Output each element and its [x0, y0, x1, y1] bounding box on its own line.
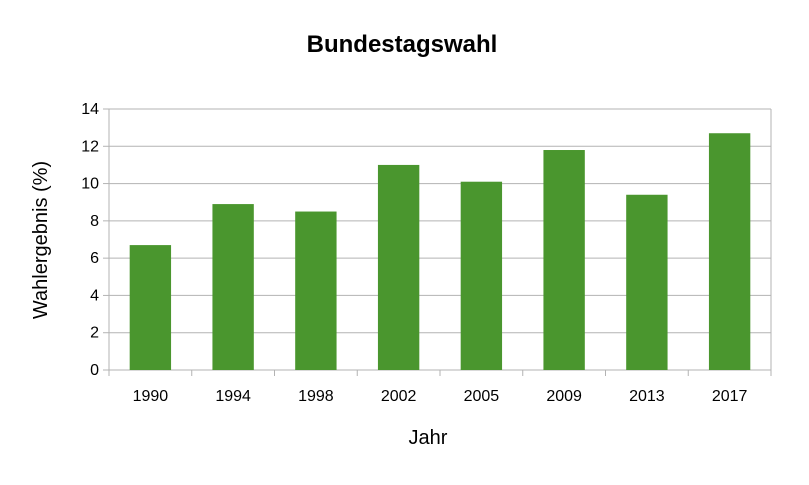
- y-tick-label: 10: [81, 176, 99, 193]
- axes: [103, 108, 772, 376]
- bar-2013: [626, 194, 668, 370]
- bar-1998: [295, 211, 337, 370]
- y-axis-label: Wahlergebnis (%): [30, 161, 52, 319]
- x-tick-label: 1990: [133, 388, 169, 405]
- bar-2009: [543, 150, 585, 370]
- x-tick-label: 1994: [215, 388, 251, 405]
- x-tick-label: 2009: [546, 388, 582, 405]
- x-axis-label: Jahr: [409, 427, 448, 449]
- y-tick-labels: 0 2 4 6 8 10 12 14: [81, 101, 99, 379]
- x-tick-label: 2002: [381, 388, 417, 405]
- x-tick-label: 2005: [464, 388, 500, 405]
- bar-2017: [708, 133, 751, 370]
- x-tick-labels: 1990 1994 1998 2002 2005 2009 2013 2017: [133, 388, 748, 405]
- x-tick-label: 2013: [629, 388, 665, 405]
- bar-1994: [212, 204, 254, 370]
- bar-1990: [129, 245, 172, 370]
- y-tick-label: 8: [90, 213, 99, 230]
- x-tick-label: 1998: [298, 388, 334, 405]
- y-tick-label: 6: [90, 250, 99, 267]
- y-tick-label: 4: [90, 287, 99, 304]
- y-tick-label: 0: [90, 362, 99, 379]
- x-tick-label: 2017: [712, 388, 748, 405]
- chart-title: Bundestagswahl: [307, 31, 498, 58]
- bars: [129, 133, 751, 370]
- bar-2005: [460, 181, 503, 370]
- y-tick-label: 14: [81, 101, 99, 118]
- bar-2002: [377, 164, 420, 370]
- y-tick-label: 2: [90, 325, 99, 342]
- y-tick-label: 12: [81, 138, 99, 155]
- gridlines: [109, 108, 771, 371]
